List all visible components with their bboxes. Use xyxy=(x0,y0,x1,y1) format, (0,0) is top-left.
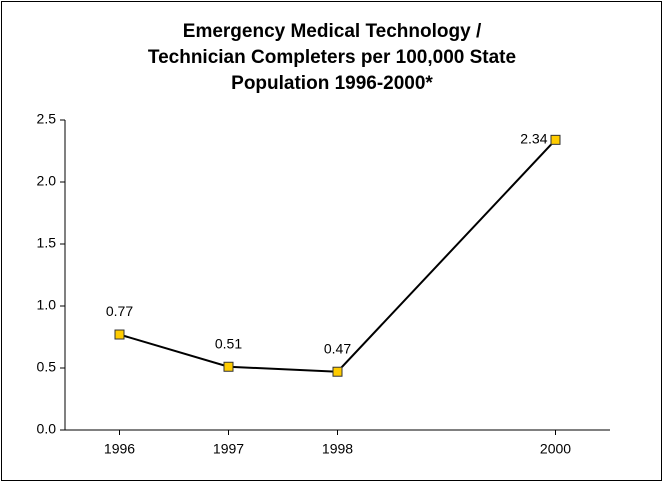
chart-title: Population 1996-2000* xyxy=(231,73,433,94)
chart-title: Technician Completers per 100,000 State xyxy=(148,47,516,68)
x-tick-label: 1997 xyxy=(213,441,244,457)
marker xyxy=(114,329,125,340)
data-label: 0.47 xyxy=(324,340,351,356)
y-tick-label: 0.5 xyxy=(37,359,57,375)
x-tick-label: 1996 xyxy=(104,441,135,457)
x-tick-label: 2000 xyxy=(540,441,571,457)
marker xyxy=(223,361,234,372)
data-label: 0.77 xyxy=(106,303,133,319)
y-tick-label: 1.5 xyxy=(37,235,57,251)
data-label: 0.51 xyxy=(215,335,242,351)
y-tick-label: 2.5 xyxy=(37,111,57,127)
y-tick-label: 0.0 xyxy=(37,421,57,437)
y-tick-label: 2.0 xyxy=(37,173,57,189)
data-label: 2.34 xyxy=(520,131,547,147)
series-line xyxy=(119,139,557,373)
x-tick-label: 1998 xyxy=(322,441,353,457)
marker xyxy=(550,134,561,145)
y-tick-label: 1.0 xyxy=(37,297,57,313)
chart-title: Emergency Medical Technology / xyxy=(183,21,482,42)
marker xyxy=(332,366,343,377)
